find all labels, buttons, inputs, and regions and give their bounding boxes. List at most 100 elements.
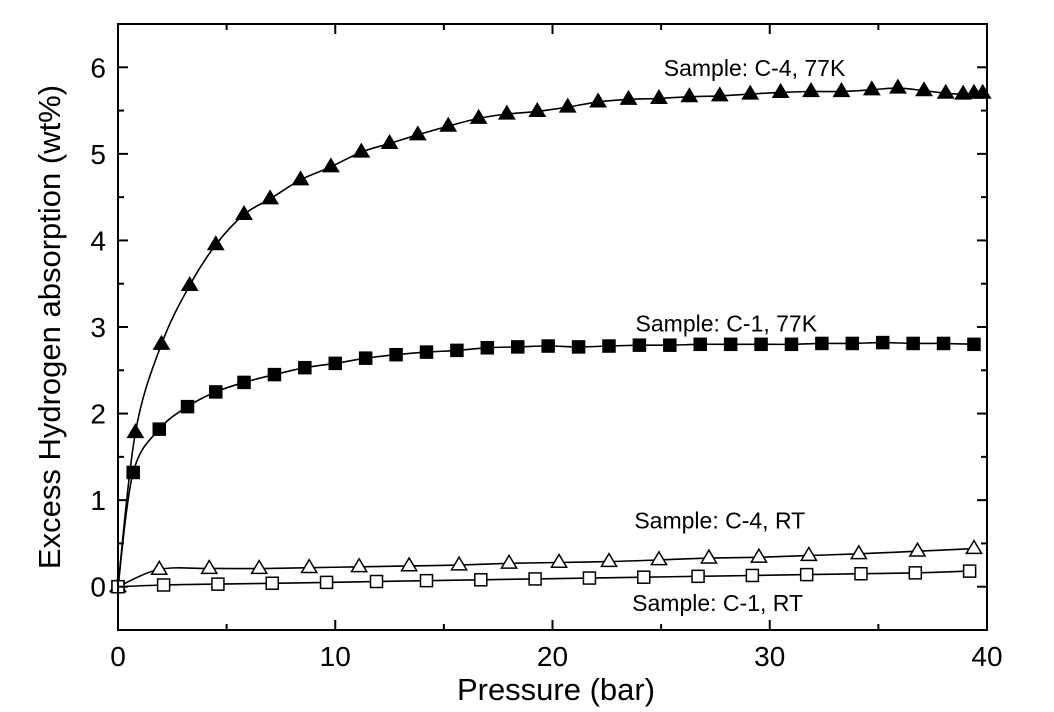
data-point-sample-c-4-rt bbox=[150, 559, 169, 575]
data-point-sample-c-1-77k bbox=[152, 422, 167, 436]
y-tick-label: 1 bbox=[90, 485, 106, 516]
annotation-c4-rt: Sample: C-4, RT bbox=[634, 508, 805, 534]
data-point-sample-c-4-rt bbox=[300, 558, 319, 574]
data-point-sample-c-1-rt bbox=[636, 570, 651, 584]
data-point-sample-c-4-rt bbox=[849, 544, 868, 560]
series-line-sample-c-1-rt bbox=[117, 570, 970, 588]
y-tick-label: 2 bbox=[90, 399, 106, 430]
y-tick-label: 5 bbox=[90, 139, 106, 170]
data-point-sample-c-1-77k bbox=[126, 465, 140, 480]
data-point-sample-c-4-77k bbox=[380, 133, 399, 150]
annotation-c1-77k: Sample: C-1, 77K bbox=[636, 310, 818, 336]
data-point-sample-c-4-77k bbox=[528, 101, 547, 117]
data-point-sample-c-1-rt bbox=[156, 578, 171, 592]
data-point-sample-c-4-77k bbox=[802, 82, 820, 98]
data-point-sample-c-1-77k bbox=[693, 337, 707, 352]
y-tick-label: 0 bbox=[90, 572, 106, 603]
series-line-sample-c-4-77k bbox=[117, 87, 983, 587]
data-point-sample-c-4-77k bbox=[206, 235, 225, 251]
data-point-sample-c-4-77k bbox=[936, 83, 955, 99]
data-point-sample-c-4-rt bbox=[965, 539, 983, 555]
data-point-sample-c-1-77k bbox=[450, 343, 464, 358]
data-point-sample-c-1-77k bbox=[632, 338, 647, 352]
x-tick-label: 10 bbox=[320, 641, 351, 672]
data-point-sample-c-1-77k bbox=[906, 336, 920, 351]
data-point-sample-c-1-rt bbox=[419, 573, 434, 588]
data-point-sample-c-4-77k bbox=[321, 157, 340, 173]
data-point-sample-c-1-rt bbox=[369, 574, 384, 589]
data-point-sample-c-4-rt bbox=[500, 553, 518, 569]
data-point-sample-c-1-rt bbox=[799, 567, 814, 582]
data-point-sample-c-4-rt bbox=[450, 555, 469, 571]
data-point-sample-c-4-rt bbox=[799, 546, 818, 562]
x-tick-label: 0 bbox=[110, 641, 126, 672]
plot-frame bbox=[117, 23, 988, 631]
y-tick-label: 6 bbox=[90, 52, 106, 83]
data-point-sample-c-4-rt bbox=[400, 556, 419, 572]
x-tick-label: 20 bbox=[537, 641, 568, 672]
data-point-sample-c-1-77k bbox=[541, 339, 555, 353]
data-point-sample-c-4-77k bbox=[180, 275, 199, 291]
data-point-sample-c-4-77k bbox=[650, 88, 668, 105]
data-point-sample-c-4-77k bbox=[741, 84, 760, 100]
y-tick-label: 3 bbox=[90, 312, 106, 343]
data-point-sample-c-1-rt bbox=[962, 564, 977, 578]
data-point-sample-c-1-77k bbox=[389, 347, 403, 362]
series-sample-c-4-77k bbox=[109, 78, 992, 593]
data-point-sample-c-1-77k bbox=[237, 375, 251, 390]
x-tick-label: 30 bbox=[754, 641, 785, 672]
data-point-sample-c-4-rt bbox=[600, 552, 618, 568]
data-point-sample-c-1-77k bbox=[845, 336, 860, 351]
data-point-sample-c-4-77k bbox=[497, 104, 516, 120]
annotation-c4-77k: Sample: C-4, 77K bbox=[664, 55, 846, 81]
data-point-sample-c-1-77k bbox=[723, 337, 738, 352]
data-point-sample-c-1-rt bbox=[745, 568, 760, 583]
data-point-sample-c-1-77k bbox=[967, 337, 981, 352]
data-point-sample-c-1-77k bbox=[358, 351, 373, 365]
y-tick-label: 4 bbox=[90, 225, 106, 256]
data-point-sample-c-4-rt bbox=[908, 541, 927, 557]
data-point-sample-c-1-77k bbox=[571, 340, 586, 354]
data-point-sample-c-1-rt bbox=[319, 575, 334, 590]
data-point-sample-c-4-77k bbox=[408, 125, 427, 141]
data-point-sample-c-4-77k bbox=[439, 116, 458, 132]
data-point-sample-c-4-77k bbox=[352, 142, 371, 158]
data-point-sample-c-4-77k bbox=[558, 97, 577, 113]
data-point-sample-c-1-77k bbox=[298, 360, 312, 375]
data-point-sample-c-1-rt bbox=[908, 566, 923, 580]
data-point-sample-c-1-77k bbox=[267, 367, 282, 382]
data-point-sample-c-4-77k bbox=[889, 78, 907, 94]
data-point-sample-c-4-77k bbox=[235, 204, 253, 221]
y-axis-title: Excess Hydrogen absorption (wt%) bbox=[32, 85, 67, 569]
data-point-sample-c-4-77k bbox=[619, 89, 638, 105]
data-point-sample-c-4-77k bbox=[862, 80, 881, 96]
data-point-sample-c-1-77k bbox=[328, 356, 342, 371]
data-point-sample-c-4-77k bbox=[832, 82, 851, 98]
series-sample-c-4-rt bbox=[109, 539, 983, 593]
data-point-sample-c-1-rt bbox=[211, 577, 225, 591]
data-point-sample-c-1-rt bbox=[528, 572, 542, 586]
data-point-sample-c-4-77k bbox=[710, 86, 729, 102]
labels-layer: 0 10 20 30 40 0 1 2 3 4 5 6 Sample: C-4, 77K Sample: … bbox=[90, 52, 1002, 672]
data-point-sample-c-1-77k bbox=[419, 345, 434, 359]
data-point-sample-c-1-rt bbox=[474, 573, 488, 587]
data-point-sample-c-4-rt bbox=[749, 547, 768, 563]
data-point-sample-c-1-rt bbox=[582, 571, 597, 585]
annotation-c1-rt: Sample: C-1, RT bbox=[632, 590, 803, 616]
series-sample-c-1-rt bbox=[111, 564, 977, 594]
data-point-sample-c-4-77k bbox=[261, 189, 279, 205]
ticks-layer bbox=[117, 23, 988, 631]
data-point-sample-c-4-rt bbox=[350, 557, 369, 573]
data-point-sample-c-4-rt bbox=[200, 559, 219, 575]
data-point-sample-c-4-rt bbox=[700, 548, 718, 564]
data-point-sample-c-1-77k bbox=[936, 336, 951, 351]
data-point-sample-c-1-77k bbox=[754, 337, 768, 352]
data-point-sample-c-4-rt bbox=[550, 553, 568, 569]
data-point-sample-c-4-77k bbox=[680, 87, 699, 103]
data-point-sample-c-4-77k bbox=[915, 81, 933, 97]
data-point-sample-c-1-77k bbox=[875, 335, 890, 350]
data-point-sample-c-1-rt bbox=[691, 569, 705, 584]
data-point-sample-c-4-rt bbox=[250, 559, 269, 575]
data-point-sample-c-1-77k bbox=[663, 338, 677, 352]
